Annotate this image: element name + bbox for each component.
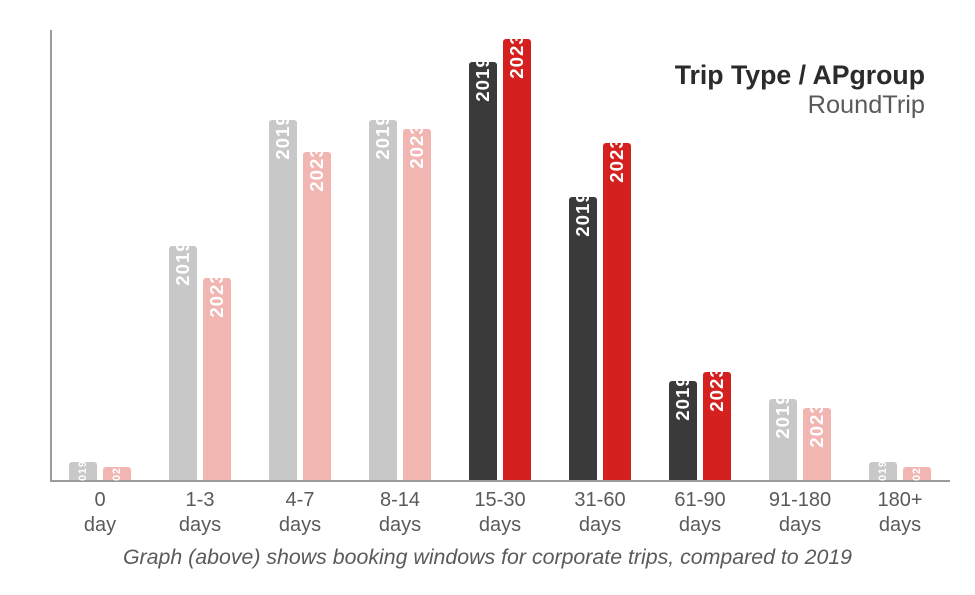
bar-2019: 2019 [669, 381, 697, 480]
bar-year-label: 2023 [606, 137, 628, 183]
bar-2019: 2019 [269, 120, 297, 480]
category-group: 20192023 [550, 30, 650, 480]
category-group: 20192023 [450, 30, 550, 480]
bar-year-label: 2023 [406, 123, 428, 169]
category-label: 0day [50, 488, 150, 538]
category-label: 4-7days [250, 488, 350, 538]
bar-year-label: 2023 [806, 402, 828, 448]
bar-2023: 2023 [703, 372, 731, 480]
legend-title: Trip Type / APgroup [675, 60, 925, 91]
bar-year-label: 2019 [772, 393, 794, 439]
bar-2023: 2023 [603, 143, 631, 481]
category-label: 31-60days [550, 488, 650, 538]
category-label: 180+days [850, 488, 950, 538]
bar-year-label: 2019 [172, 240, 194, 286]
category-label: 1-3days [150, 488, 250, 538]
bar-year-label: 2019 [572, 191, 594, 237]
chart-legend: Trip Type / APgroup RoundTrip [675, 60, 925, 120]
bar-2023: 2023 [803, 408, 831, 480]
bar-year-label: 2019 [372, 114, 394, 160]
bar-2019: 2019 [69, 462, 97, 480]
bar-year-label: 2019 [77, 460, 89, 488]
bar-2019: 2019 [369, 120, 397, 480]
bar-year-label: 2019 [877, 460, 889, 488]
category-label: 61-90days [650, 488, 750, 538]
category-label: 15-30days [450, 488, 550, 538]
bar-2023: 2023 [503, 39, 531, 480]
bar-2023: 2023 [303, 152, 331, 481]
bar-2023: 2023 [903, 467, 931, 481]
chart-caption: Graph (above) shows booking windows for … [0, 545, 975, 570]
bar-2019: 2019 [469, 62, 497, 481]
bar-year-label: 2023 [706, 366, 728, 412]
category-label: 8-14days [350, 488, 450, 538]
bar-year-label: 2023 [506, 33, 528, 79]
category-group: 2019 2023 [50, 30, 150, 480]
category-labels: 0day1-3days4-7days8-14days15-30days31-60… [50, 488, 950, 548]
bar-2023: 2023 [403, 129, 431, 480]
bar-year-label: 2023 [111, 460, 123, 488]
x-axis [50, 480, 950, 482]
bar-year-label: 2019 [272, 114, 294, 160]
bar-2019: 2019 [169, 246, 197, 480]
bar-year-label: 2019 [672, 375, 694, 421]
bar-year-label: 2023 [911, 460, 923, 488]
legend-subtitle: RoundTrip [675, 91, 925, 120]
category-group: 20192023 [350, 30, 450, 480]
category-group: 20192023 [250, 30, 350, 480]
bar-2023: 2023 [203, 278, 231, 481]
bar-year-label: 2023 [306, 146, 328, 192]
bar-year-label: 2019 [472, 56, 494, 102]
chart-container: 2019202320192023201920232019202320192023… [0, 0, 975, 595]
category-label: 91-180days [750, 488, 850, 538]
bar-year-label: 2023 [206, 272, 228, 318]
category-group: 20192023 [150, 30, 250, 480]
bar-2019: 2019 [569, 197, 597, 481]
bar-2019: 2019 [869, 462, 897, 480]
bar-2023: 2023 [103, 467, 131, 481]
bar-2019: 2019 [769, 399, 797, 480]
